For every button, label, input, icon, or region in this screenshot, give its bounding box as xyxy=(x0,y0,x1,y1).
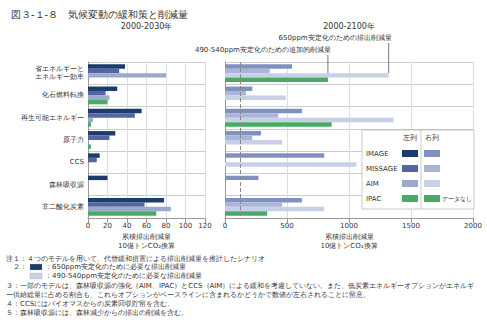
svg-text:右列: 右列 xyxy=(425,134,439,142)
svg-text:再生可能エネルギー: 再生可能エネルギー xyxy=(21,114,84,122)
svg-text:20: 20 xyxy=(103,222,112,230)
svg-text:３：一部のモデルは、森林吸収源の強化（AIM、IPAC）とC: ３：一部のモデルは、森林吸収源の強化（AIM、IPAC）とCCS（AIM）による… xyxy=(6,282,474,290)
svg-text:注１：４つのモデルを用いて、代替緩和措置による排出削減量を推: 注１：４つのモデルを用いて、代替緩和措置による排出削減量を推計したシナリオ xyxy=(6,255,265,263)
svg-text:100: 100 xyxy=(179,222,192,230)
svg-text:ー供給総量に占める割合も、これらオプションがベースラインに含: ー供給総量に占める割合も、これらオプションがベースラインに含まれるかどうかで数値… xyxy=(6,291,370,299)
svg-text:図３-１-８ 気候変動の緩和策と削減量: 図３-１-８ 気候変動の緩和策と削減量 xyxy=(11,9,188,20)
svg-text:40: 40 xyxy=(123,222,132,230)
svg-text:80: 80 xyxy=(162,222,171,230)
svg-text:エネルギー効率: エネルギー効率 xyxy=(35,73,84,81)
svg-text:500: 500 xyxy=(280,222,293,230)
svg-text:累積排出削減量: 累積排出削減量 xyxy=(122,233,171,241)
svg-text:490-540ppm安定化のための追加的削減量: 490-540ppm安定化のための追加的削減量 xyxy=(195,46,331,54)
svg-text:非二酸化炭素: 非二酸化炭素 xyxy=(42,203,84,211)
svg-text:：650ppm安定化のために必要な排出削減量: ：650ppm安定化のために必要な排出削減量 xyxy=(45,263,186,271)
svg-text:４：CCSにはバイオマスからの炭素回収貯留を含む。: ４：CCSにはバイオマスからの炭素回収貯留を含む。 xyxy=(6,300,174,308)
svg-text:５：森林吸収源には、森林減少からの排出の削減を含む。: ５：森林吸収源には、森林減少からの排出の削減を含む。 xyxy=(6,309,188,317)
svg-text:MISSAGE: MISSAGE xyxy=(366,165,398,173)
svg-text:1500: 1500 xyxy=(402,222,420,230)
svg-text:2000: 2000 xyxy=(464,222,482,230)
svg-text:CCS: CCS xyxy=(70,158,85,166)
svg-text:0: 0 xyxy=(86,222,90,230)
svg-text:2000-2100年: 2000-2100年 xyxy=(323,22,375,31)
svg-text:森林吸収源: 森林吸収源 xyxy=(49,181,84,189)
svg-text:650ppm安定化のための排出削減量: 650ppm安定化のための排出削減量 xyxy=(279,34,392,42)
svg-text:原子力: 原子力 xyxy=(63,136,84,144)
svg-text:10億トンCO₂換算: 10億トンCO₂換算 xyxy=(118,242,175,250)
svg-text:累積排出削減量: 累積排出削減量 xyxy=(325,233,374,241)
svg-text:化石燃料転換: 化石燃料転換 xyxy=(42,91,84,99)
svg-text:120: 120 xyxy=(198,222,211,230)
svg-text:2000-2030年: 2000-2030年 xyxy=(121,22,173,31)
svg-text:左列: 左列 xyxy=(403,134,417,142)
svg-text:データなし: データなし xyxy=(442,195,472,203)
svg-text:省エネルギーと: 省エネルギーと xyxy=(35,65,84,73)
svg-text:AIM: AIM xyxy=(366,180,379,188)
svg-text:0: 0 xyxy=(223,222,227,230)
svg-text:1000: 1000 xyxy=(340,222,358,230)
svg-text:10億トンCO₂換算: 10億トンCO₂換算 xyxy=(320,242,377,250)
svg-text:２：: ２： xyxy=(6,263,27,271)
svg-text:IPAC: IPAC xyxy=(366,195,382,203)
svg-text:：490-540ppm安定化のために必要な排出削減量: ：490-540ppm安定化のために必要な排出削減量 xyxy=(45,272,202,280)
svg-text:60: 60 xyxy=(142,222,151,230)
svg-text:IMAGE: IMAGE xyxy=(366,150,389,158)
